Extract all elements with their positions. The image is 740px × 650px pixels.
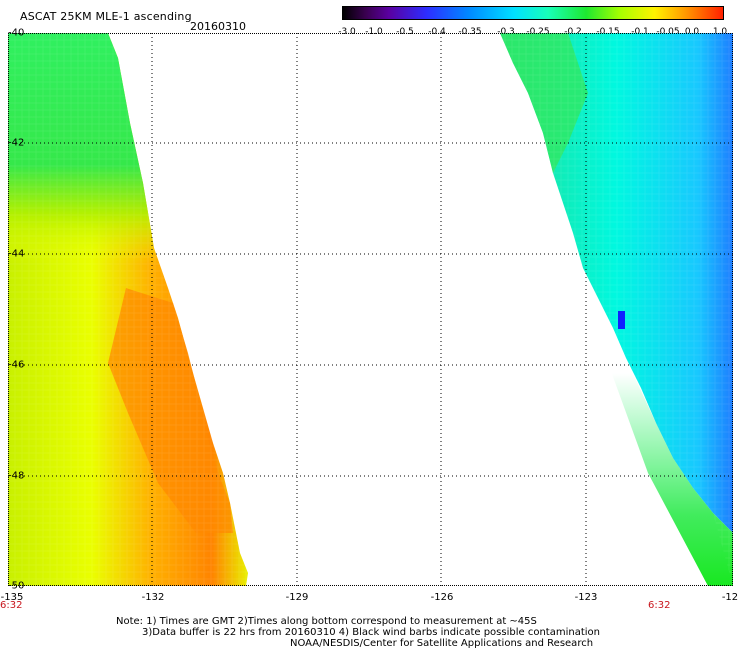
color-scale-label: -0.3 xyxy=(497,27,515,37)
color-scale-label: -1.0 xyxy=(365,27,383,37)
map-frame xyxy=(8,33,733,586)
time-label-right: 6:32 xyxy=(648,600,671,611)
map-grid xyxy=(8,33,733,586)
color-scale-bar xyxy=(342,6,724,20)
longitude-label: -132 xyxy=(141,592,165,603)
latitude-label: -42 xyxy=(8,137,25,149)
color-scale-label: -0.15 xyxy=(596,27,620,37)
latitude-label: -50 xyxy=(8,580,25,592)
left-swath-pattern xyxy=(8,33,248,586)
latitude-label: -48 xyxy=(8,470,25,482)
right-swath-pattern xyxy=(500,33,733,586)
longitude-label: -129 xyxy=(285,592,309,603)
color-scale-label: -0.25 xyxy=(526,27,550,37)
wind-data-map xyxy=(8,33,733,586)
color-scale-label: -3.0 xyxy=(338,27,356,37)
note-line-2: 3)Data buffer is 22 hrs from 20160310 4)… xyxy=(142,627,600,638)
longitude-label: -126 xyxy=(430,592,454,603)
longitude-label: -123 xyxy=(574,592,598,603)
color-scale-label: -0.05 xyxy=(656,27,680,37)
time-label-left: 6:32 xyxy=(0,600,23,611)
latitude-label: -40 xyxy=(8,27,25,39)
color-scale-label: -0.5 xyxy=(396,27,414,37)
color-scale-label: -0.1 xyxy=(631,27,649,37)
latitude-label: -44 xyxy=(8,248,25,260)
note-line-1: Note: 1) Times are GMT 2)Times along bot… xyxy=(116,616,537,627)
color-scale-label: -0.35 xyxy=(458,27,482,37)
color-scale-label: 0.0 xyxy=(684,27,700,37)
right-swath-blue-spot xyxy=(618,311,625,329)
latitude-label: -46 xyxy=(8,359,25,371)
color-scale-label: -0.4 xyxy=(428,27,446,37)
longitude-label: -12 xyxy=(721,592,739,603)
map-date: 20160310 xyxy=(190,20,246,33)
note-line-3: NOAA/NESDIS/Center for Satellite Applica… xyxy=(290,638,594,649)
color-scale-label: -0.2 xyxy=(564,27,582,37)
color-scale-label: 1.0 xyxy=(712,27,728,37)
map-title: ASCAT 25KM MLE-1 ascending xyxy=(20,10,192,23)
longitude-label: -135 xyxy=(0,592,24,603)
